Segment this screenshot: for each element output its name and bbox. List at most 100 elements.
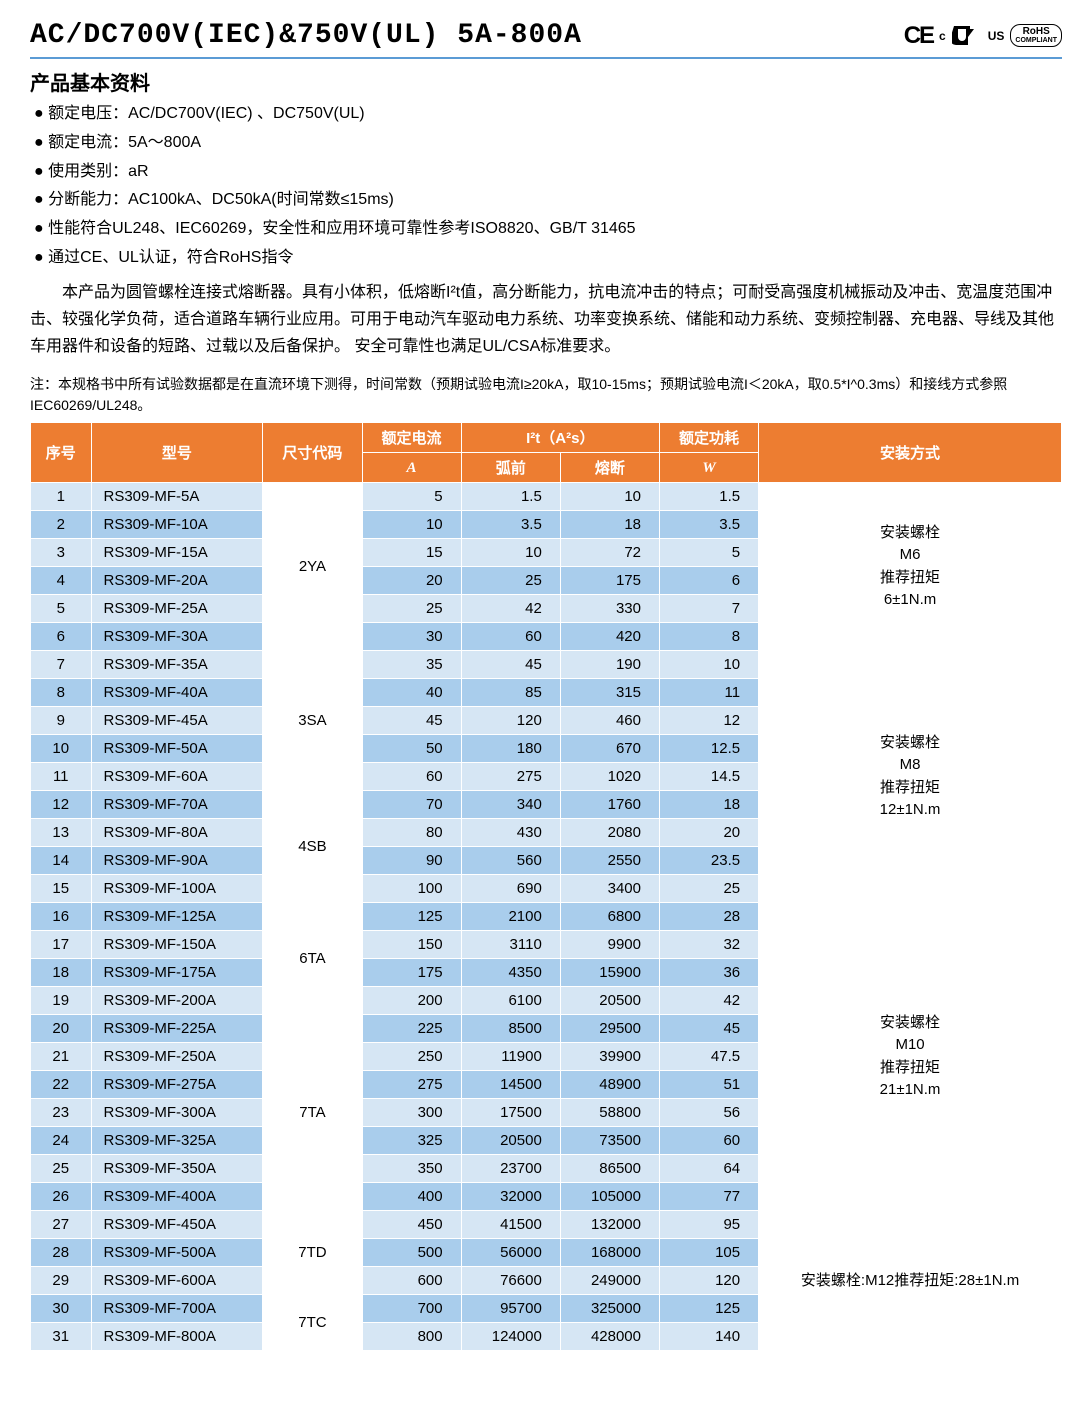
table-cell: 22 — [31, 1071, 92, 1099]
table-cell: RS309-MF-20A — [91, 567, 263, 595]
table-cell: 11 — [31, 763, 92, 791]
table-cell: 14 — [31, 847, 92, 875]
table-cell: 30 — [31, 1295, 92, 1323]
table-cell: 70 — [362, 791, 461, 819]
table-cell: 275 — [461, 763, 560, 791]
table-cell: 23.5 — [660, 847, 759, 875]
table-cell: RS309-MF-275A — [91, 1071, 263, 1099]
footnote: 注：本规格书中所有试验数据都是在直流环境下测得，时间常数（预期试验电流I≥20k… — [30, 374, 1062, 416]
table-cell: RS309-MF-10A — [91, 511, 263, 539]
table-cell: 60 — [362, 763, 461, 791]
table-cell: 58800 — [560, 1099, 659, 1127]
table-cell: RS309-MF-350A — [91, 1155, 263, 1183]
table-cell: 200 — [362, 987, 461, 1015]
table-cell: RS309-MF-800A — [91, 1323, 263, 1351]
table-cell: 60 — [461, 623, 560, 651]
table-cell: 90 — [362, 847, 461, 875]
rohs-icon: RoHS COMPLIANT — [1010, 24, 1062, 47]
table-cell: 249000 — [560, 1267, 659, 1295]
table-cell: 17500 — [461, 1099, 560, 1127]
table-cell: 125 — [660, 1295, 759, 1323]
table-cell: 350 — [362, 1155, 461, 1183]
table-cell: 85 — [461, 679, 560, 707]
table-cell: 42 — [461, 595, 560, 623]
col-seq: 序号 — [31, 423, 92, 483]
table-cell: 48900 — [560, 1071, 659, 1099]
spec-bullet: 分断能力：AC100kA、DC50kA(时间常数≤15ms) — [34, 186, 1062, 215]
table-cell: 420 — [560, 623, 659, 651]
product-description: 本产品为圆管螺栓连接式熔断器。具有小体积，低熔断I²t值，高分断能力，抗电流冲击… — [30, 279, 1062, 361]
table-cell: 1.5 — [461, 483, 560, 511]
table-cell: 3110 — [461, 931, 560, 959]
size-code-cell: 7TA — [263, 1015, 362, 1211]
table-cell: 41500 — [461, 1211, 560, 1239]
section-title: 产品基本资料 — [30, 67, 1062, 96]
table-cell: 100 — [362, 875, 461, 903]
size-code-cell: 2YA — [263, 483, 362, 651]
table-cell: 1 — [31, 483, 92, 511]
table-cell: 25 — [461, 567, 560, 595]
table-cell: 45 — [461, 651, 560, 679]
table-cell: 1020 — [560, 763, 659, 791]
table-cell: 14500 — [461, 1071, 560, 1099]
table-cell: RS309-MF-300A — [91, 1099, 263, 1127]
table-cell: 124000 — [461, 1323, 560, 1351]
table-cell: 3 — [31, 539, 92, 567]
table-cell: RS309-MF-175A — [91, 959, 263, 987]
spec-bullet: 性能符合UL248、IEC60269，安全性和应用环境可靠性参考ISO8820、… — [34, 215, 1062, 244]
table-row: 1RS309-MF-5A2YA51.5101.5安装螺栓 M6 推荐扭矩 6±1… — [31, 483, 1062, 511]
table-cell: 3.5 — [660, 511, 759, 539]
size-code-cell: 4SB — [263, 791, 362, 903]
table-cell: 50 — [362, 735, 461, 763]
table-cell: 460 — [560, 707, 659, 735]
table-cell: 95 — [660, 1211, 759, 1239]
table-cell: 5 — [660, 539, 759, 567]
table-cell: RS309-MF-90A — [91, 847, 263, 875]
table-cell: 18 — [660, 791, 759, 819]
table-cell: RS309-MF-225A — [91, 1015, 263, 1043]
table-cell: 25 — [362, 595, 461, 623]
table-cell: 10 — [660, 651, 759, 679]
table-cell: 86500 — [560, 1155, 659, 1183]
size-code-cell: 7TC — [263, 1295, 362, 1351]
table-cell: 31 — [31, 1323, 92, 1351]
rohs-compliant-text: COMPLIANT — [1015, 37, 1057, 45]
table-cell: 47.5 — [660, 1043, 759, 1071]
table-cell: 45 — [660, 1015, 759, 1043]
table-cell: 24 — [31, 1127, 92, 1155]
table-cell: 10 — [362, 511, 461, 539]
table-cell: 275 — [362, 1071, 461, 1099]
table-cell: 15 — [362, 539, 461, 567]
page-title: AC/DC700V(IEC)&750V(UL) 5A-800A — [30, 20, 582, 51]
table-cell: 175 — [362, 959, 461, 987]
table-cell: 150 — [362, 931, 461, 959]
table-cell: 12.5 — [660, 735, 759, 763]
table-cell: 20 — [362, 567, 461, 595]
ce-icon: CE — [904, 22, 933, 50]
table-cell: 20500 — [560, 987, 659, 1015]
table-cell: 3.5 — [461, 511, 560, 539]
table-row: 7RS309-MF-35A3SA354519010安装螺栓 M8 推荐扭矩 12… — [31, 651, 1062, 679]
table-cell: 8500 — [461, 1015, 560, 1043]
table-cell: 125 — [362, 903, 461, 931]
table-cell: 6 — [31, 623, 92, 651]
table-cell: 5 — [31, 595, 92, 623]
table-cell: 39900 — [560, 1043, 659, 1071]
col-size: 尺寸代码 — [263, 423, 362, 483]
col-i2t-top: I²t（A²s） — [461, 423, 659, 453]
table-cell: 6 — [660, 567, 759, 595]
page-header: AC/DC700V(IEC)&750V(UL) 5A-800A CE c US … — [30, 20, 1062, 59]
table-cell: 28 — [660, 903, 759, 931]
table-cell: RS309-MF-400A — [91, 1183, 263, 1211]
table-cell: 11900 — [461, 1043, 560, 1071]
table-cell: 8 — [31, 679, 92, 707]
install-cell: 安装螺栓 M8 推荐扭矩 12±1N.m — [759, 651, 1062, 903]
table-cell: 23700 — [461, 1155, 560, 1183]
table-cell: 73500 — [560, 1127, 659, 1155]
us-sub-icon: US — [988, 29, 1005, 43]
table-cell: 700 — [362, 1295, 461, 1323]
table-cell: RS309-MF-60A — [91, 763, 263, 791]
table-cell: 180 — [461, 735, 560, 763]
col-power-unit: W — [660, 453, 759, 483]
table-cell: 560 — [461, 847, 560, 875]
